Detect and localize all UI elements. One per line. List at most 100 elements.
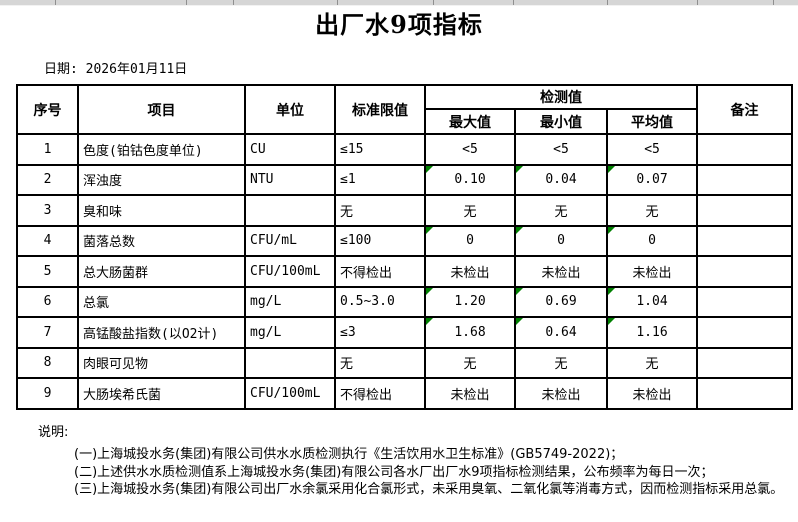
header-row-2: 最大值 最小值 平均值 [17,108,792,135]
table-row: 8 肉眼可见物无无无无 [16,346,794,379]
cell-unit: mg/L [244,285,336,318]
cell-remark [696,255,794,288]
cell-min: 0.04 [514,163,608,196]
ruler-tick [607,0,608,5]
cell-avg: 0 [605,224,699,257]
cell-unit [244,346,336,379]
cell-item: 大肠埃希氏菌 [77,377,246,410]
cell-item: 菌落总数 [77,224,246,257]
cell-avg: 1.04 [605,285,699,318]
header-row-1: 序号 项目 单位 标准限值 检测值 备注 [16,84,794,135]
row-no: 9 [16,377,79,410]
ruler-tick [773,0,774,5]
cell-max: 1.20 [424,285,516,318]
row-no: 4 [16,224,79,257]
table-row: 6 总氯 mg/L 0.5~3.0 1.20 0.69 1.04 [16,285,794,318]
header-no: 序号 [16,84,79,135]
note-line: (三)上海城投水务(集团)有限公司出厂水余氯采用化合氯形式，未采用臭氧、二氧化氯… [74,482,784,497]
cell-min: 0.64 [514,316,608,349]
ruler-tick [55,0,56,5]
cell-unit: NTU [244,163,336,196]
note-line: (二)上述供水水质检测值系上海城投水务(集团)有限公司各水厂出厂水9项指标检测结… [74,464,714,480]
cell-corner-marker-icon [517,227,523,234]
table-row: 3 臭和味无无无无 [16,194,794,227]
cell-corner-marker-icon [609,166,615,173]
cell-corner-marker-icon [427,318,433,325]
cell-unit: CU [244,133,336,166]
report-date: 日期: 2026年01月11日 [44,62,188,77]
table-row: 5 总大肠菌群 CFU/100mL 不得检出 未检出 未检出 未检出 [16,255,794,288]
cell-remark [696,224,794,257]
cell-remark [696,285,794,318]
cell-min: 未检出 [514,255,608,288]
row-no: 8 [16,346,79,379]
cell-corner-marker-icon [517,288,523,295]
row-no: 3 [16,194,79,227]
header-detection-group: 检测值 [423,84,699,110]
cell-avg: <5 [605,133,699,166]
row-no: 6 [16,285,79,318]
cell-min: <5 [514,133,608,166]
row-no: 2 [16,163,79,196]
cell-item: 肉眼可见物 [77,346,246,379]
cell-limit: 不得检出 [334,377,426,410]
table-row: 1 色度(铂钴色度单位) CU ≤15 <5 <5 <5 [16,133,794,166]
cell-unit: CFU/100mL [244,377,336,410]
cell-corner-marker-icon [427,227,433,234]
cell-limit: 0.5~3.0 [334,285,426,318]
row-no: 5 [16,255,79,288]
cell-min: 未检出 [514,377,608,410]
row-no: 7 [16,316,79,349]
table-row: 4 菌落总数 CFU/mL ≤100 0 0 0 [16,224,794,257]
spreadsheet-edge-strip [0,0,798,6]
header-remark: 备注 [696,84,794,135]
cell-max: 0 [424,224,516,257]
cell-limit: ≤3 [334,316,426,349]
cell-corner-marker-icon [427,288,433,295]
header-item: 项目 [77,84,246,135]
cell-min: 无 [514,346,608,379]
water-quality-table: 序号 项目 单位 标准限值 检测值 备注 最大值 最小值 平均值 1 色度(铂钴色… [16,84,794,410]
cell-avg: 未检出 [605,255,699,288]
cell-remark [696,316,794,349]
cell-avg: 无 [605,346,699,379]
cell-max: 1.68 [424,316,516,349]
cell-min: 0 [514,224,608,257]
cell-min: 0.69 [514,285,608,318]
header-min: 最小值 [514,108,608,135]
cell-unit: CFU/mL [244,224,336,257]
cell-max: 无 [424,346,516,379]
cell-remark [696,346,794,379]
cell-remark [696,194,794,227]
header-avg: 平均值 [605,108,699,135]
cell-avg: 1.16 [605,316,699,349]
cell-corner-marker-icon [609,227,615,234]
page-title: 出厂水9项指标 [315,10,483,39]
ruler-tick [233,0,234,5]
cell-item: 总大肠菌群 [77,255,246,288]
cell-corner-marker-icon [517,318,523,325]
header-max: 最大值 [424,108,516,135]
cell-unit: mg/L [244,316,336,349]
cell-item: 高锰酸盐指数(以O2计) [77,316,246,349]
cell-item: 臭和味 [77,194,246,227]
cell-max: <5 [424,133,516,166]
notes-label: 说明: [38,425,69,440]
cell-avg: 0.07 [605,163,699,196]
cell-remark [696,377,794,410]
cell-unit [244,194,336,227]
cell-remark [696,163,794,196]
cell-corner-marker-icon [609,288,615,295]
ruler-tick [697,0,698,5]
table-row: 7 高锰酸盐指数(以O2计) mg/L ≤3 1.68 0.64 1.16 [16,316,794,349]
table-row: 9 大肠埃希氏菌 CFU/100mL 不得检出 未检出 未检出 未检出 [16,377,794,410]
ruler-tick [433,0,434,5]
ruler-tick [337,0,338,5]
cell-limit: 不得检出 [334,255,426,288]
cell-item: 色度(铂钴色度单位) [77,133,246,166]
cell-limit: 无 [334,194,426,227]
note-line: (一)上海城投水务(集团)有限公司供水水质检测执行《生活饮用水卫生标准》(GB5… [74,447,624,462]
cell-limit: ≤100 [334,224,426,257]
ruler-tick [513,0,514,5]
cell-avg: 未检出 [605,377,699,410]
